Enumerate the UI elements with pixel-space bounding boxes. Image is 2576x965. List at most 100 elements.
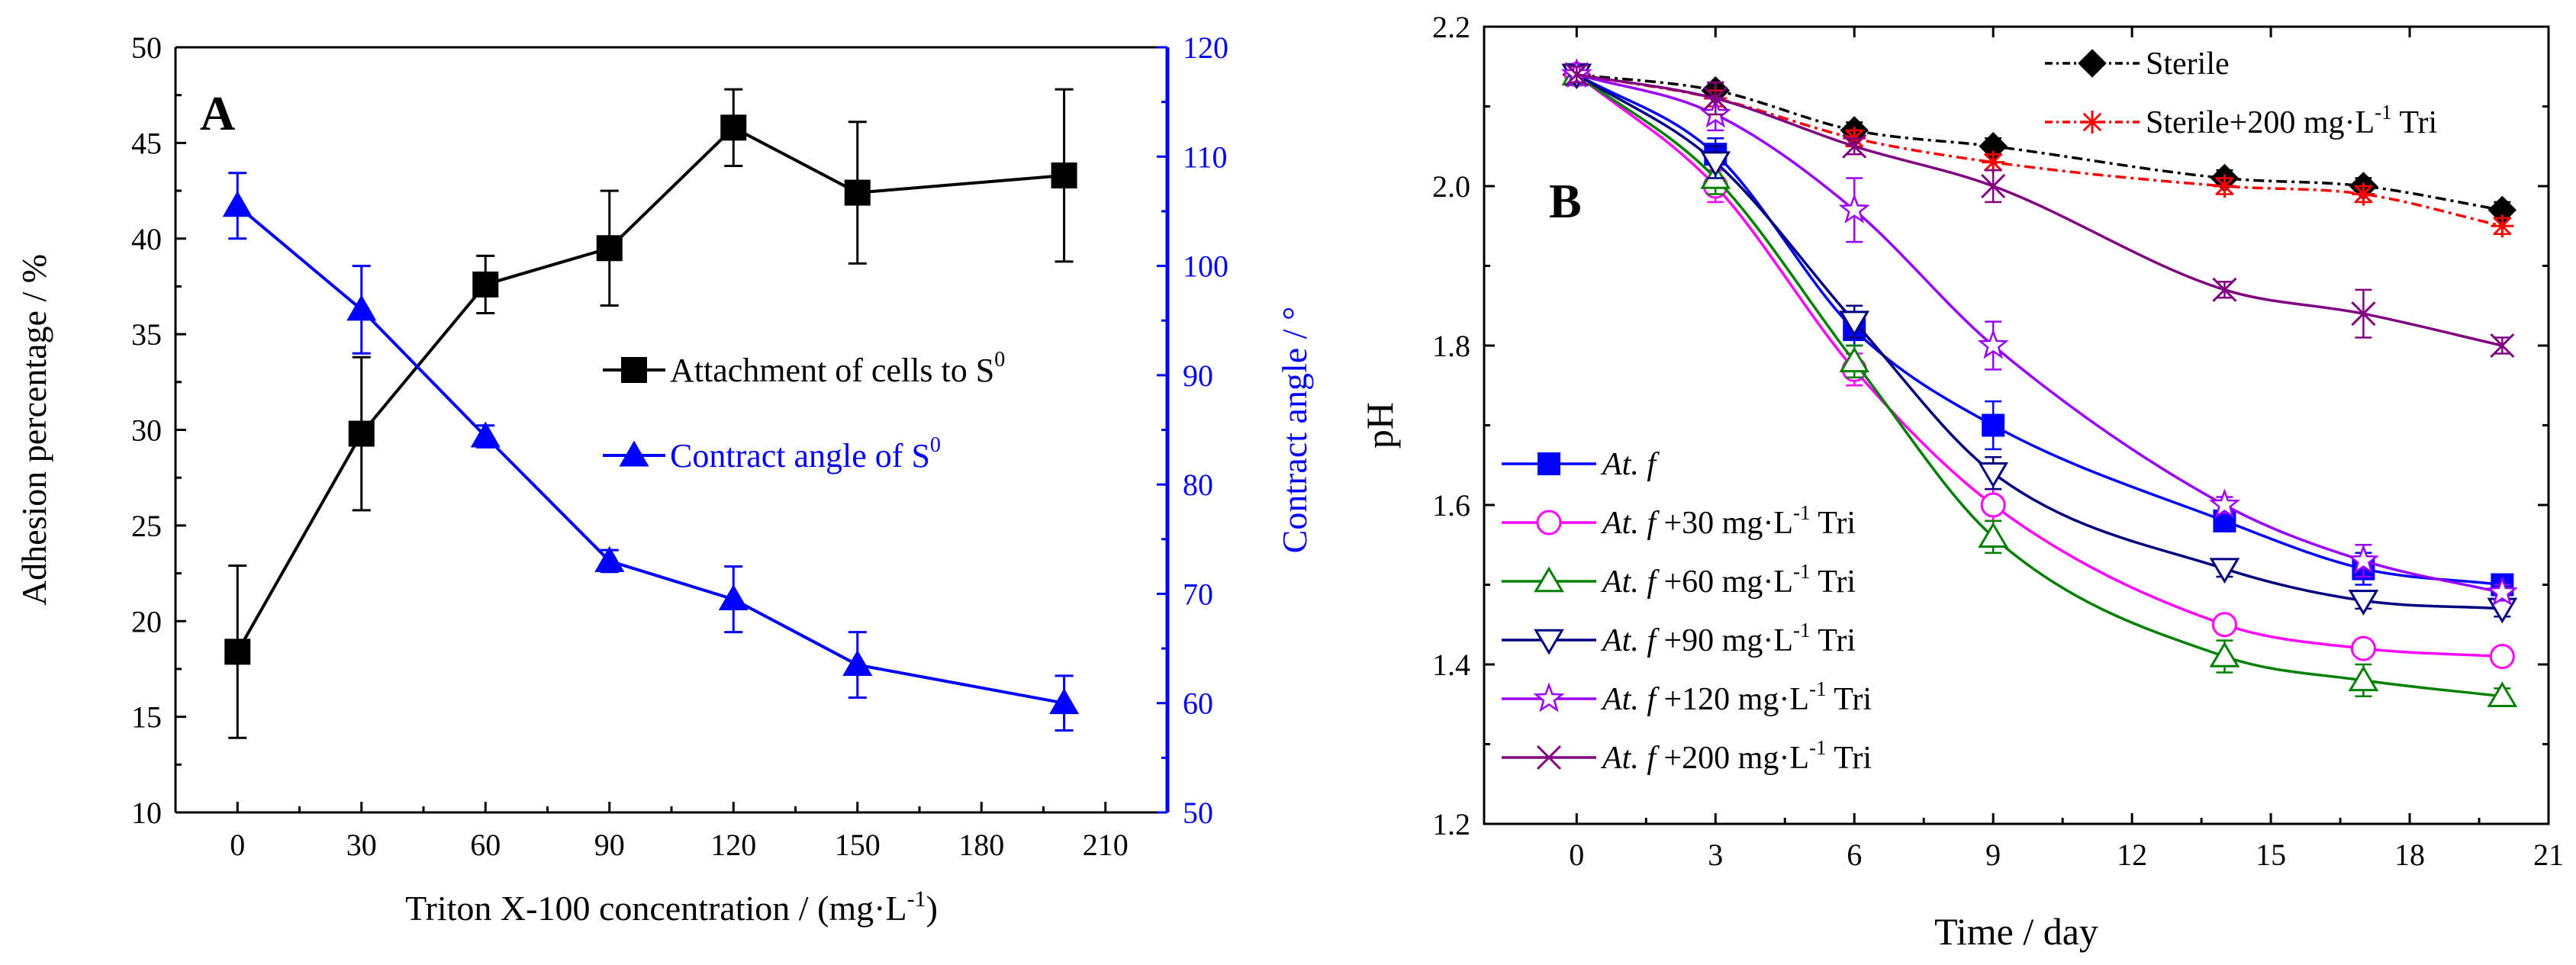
legend-label-end: Tri — [2392, 105, 2438, 140]
legend-label-end: Tri — [1827, 682, 1872, 717]
y-tick-label: 1.2 — [1432, 807, 1470, 841]
y2-tick-label: 70 — [1183, 577, 1213, 611]
y2-tick-label: 80 — [1183, 468, 1213, 502]
legend-label: Sterile+200 mg·L-1 Tri — [2146, 101, 2437, 140]
data-point — [472, 271, 499, 298]
legend-label: At. f +200 mg·L-1 Tri — [1600, 736, 1872, 776]
data-point — [1842, 133, 1867, 159]
legend-marker — [2081, 111, 2104, 133]
series-at-f-200 — [1564, 62, 2515, 359]
legend-label-end: Tri — [1827, 741, 1872, 776]
legend-label-superscript: -1 — [1809, 736, 1827, 759]
legend-label: At. f +30 mg·L-1 Tri — [1600, 501, 1856, 541]
x-tick-label: 0 — [230, 828, 245, 862]
legend-label: Sterile — [2146, 47, 2230, 82]
data-point — [2348, 665, 2379, 692]
x-tick-label: 15 — [2256, 838, 2286, 872]
x-tick-label: 60 — [470, 828, 501, 862]
data-point — [1980, 492, 2006, 518]
legend-label-italic: At. f — [1600, 565, 1660, 600]
x-axis-title-text: Triton X-100 concentration / (mg·L — [405, 889, 907, 928]
legend-label-superscript: 0 — [930, 433, 941, 457]
legend-label-italic: At. f — [1600, 447, 1660, 482]
data-point — [2350, 635, 2376, 661]
legend-label-italic: At. f — [1600, 741, 1660, 776]
y-tick-label: 20 — [131, 604, 162, 639]
y-tick-label: 25 — [131, 509, 162, 543]
data-point — [1839, 346, 1870, 373]
data-point — [2351, 301, 2376, 326]
data-point — [1051, 162, 1077, 189]
legend-marker — [1538, 452, 1560, 475]
data-point — [1982, 150, 2005, 174]
legend-label: Contract angle of S0 — [670, 433, 941, 474]
data-point — [1700, 151, 1731, 178]
series-at-f-120 — [1560, 58, 2518, 606]
legend-label-superscript: -1 — [1793, 501, 1811, 524]
y2-tick-label: 120 — [1183, 31, 1228, 65]
y2-axis-title: Contract angle / ° — [1275, 307, 1314, 554]
data-point — [2491, 214, 2514, 238]
series-sterile — [1562, 60, 2517, 225]
x-tick-label: 0 — [1569, 838, 1584, 872]
contact-angle-series — [222, 172, 1080, 732]
data-point — [1981, 173, 2006, 199]
data-point — [2209, 642, 2240, 667]
data-point — [2352, 182, 2375, 206]
x-tick-label: 3 — [1708, 838, 1723, 872]
data-point — [2347, 544, 2379, 574]
data-point — [2213, 175, 2236, 198]
data-point — [346, 294, 377, 321]
legend-label-end: Tri — [1811, 565, 1856, 600]
legend-marker — [1536, 510, 1562, 536]
data-point — [222, 191, 253, 217]
y-tick-label: 15 — [131, 700, 162, 735]
panel-label: A — [200, 86, 235, 140]
x-tick-label: 120 — [710, 828, 756, 862]
legend-marker — [1533, 682, 1565, 712]
y2-tick-label: 60 — [1183, 687, 1213, 721]
y-tick-label: 1.6 — [1432, 488, 1470, 523]
y2-tick-label: 110 — [1183, 140, 1228, 174]
legend-label-text: Sterile — [2146, 47, 2230, 82]
legend-label-rest: +30 mg·L — [1656, 506, 1793, 541]
data-point — [1839, 310, 1870, 337]
y-tick-label: 1.4 — [1432, 648, 1470, 682]
y2-tick-label: 90 — [1183, 359, 1213, 393]
data-point — [1978, 522, 2009, 548]
y-tick-label: 35 — [131, 317, 162, 352]
legend-label-superscript: -1 — [1793, 560, 1811, 583]
legend-marker — [2078, 49, 2107, 78]
data-point — [1982, 413, 2005, 437]
legend-label-superscript: -1 — [1793, 619, 1811, 642]
legend-top-right: Sterile Sterile+200 mg·L-1 Tri — [2045, 47, 2437, 140]
data-point — [596, 235, 623, 262]
x-tick-label: 21 — [2533, 838, 2564, 872]
x-tick-label: 12 — [2117, 838, 2147, 872]
data-point — [720, 114, 747, 141]
legend-label-italic: At. f — [1600, 682, 1660, 717]
data-point — [2211, 612, 2237, 638]
x-tick-label: 18 — [2394, 838, 2425, 872]
data-point — [224, 639, 251, 665]
y2-tick-label: 50 — [1183, 796, 1213, 830]
legend-label: At. f — [1600, 447, 1660, 482]
legend-marker — [621, 357, 647, 383]
legend-label: Attachment of cells to S0 — [670, 348, 1005, 389]
data-point — [470, 421, 501, 448]
panel-a-adhesion-chart: 0 30 60 90 120 150 180 210 10 15 20 25 30 35 40 45 50 50 6… — [14, 31, 1314, 928]
data-point — [1838, 193, 1870, 224]
legend-marker — [1536, 745, 1562, 770]
data-point — [842, 650, 873, 677]
x-axis-title-superscript: -1 — [907, 886, 926, 912]
y-tick-label: 2.0 — [1432, 169, 1470, 204]
x-tick-label: 90 — [594, 828, 625, 862]
data-point — [2487, 681, 2518, 708]
legend-label-superscript: -1 — [2375, 101, 2392, 124]
y-axis-title: pH — [1358, 402, 1401, 449]
data-point — [1564, 62, 1589, 87]
x-axis-title: Time / day — [1934, 910, 2098, 953]
data-point — [594, 545, 625, 572]
